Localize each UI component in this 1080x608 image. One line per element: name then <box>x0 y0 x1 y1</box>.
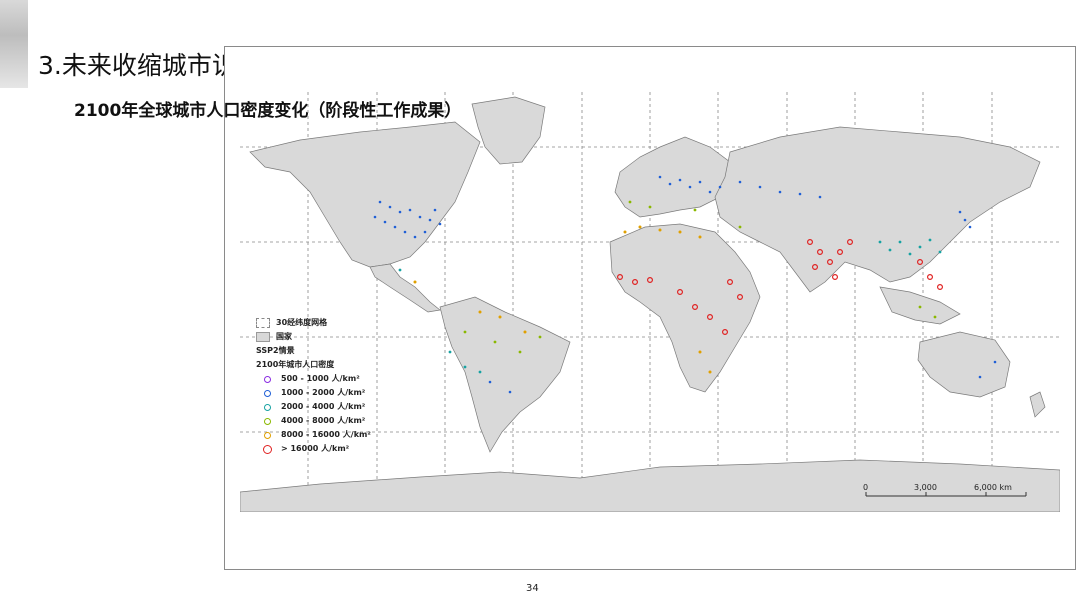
density-points-teal <box>398 238 942 374</box>
australia <box>917 331 1011 398</box>
density-points-orange <box>413 225 712 374</box>
legend-class-label-2: 1000 - 2000 人/km² <box>281 388 366 397</box>
legend-class-label-3: 2000 - 4000 人/km² <box>281 402 366 411</box>
antarctica <box>240 459 1060 512</box>
legend-circle-4 <box>264 417 271 425</box>
legend-row-country: 国家 <box>256 330 371 344</box>
legend-scenario-label: SSP2情景 <box>256 346 295 355</box>
scale-tick-0: 0 <box>863 483 868 492</box>
grid-swatch <box>256 318 270 328</box>
scale-tick-2: 6,000 km <box>974 483 1012 492</box>
legend-density-title: 2100年城市人口密度 <box>256 360 335 369</box>
legend-circle-1 <box>264 375 271 383</box>
south-america <box>439 296 571 453</box>
southeast-asia <box>879 286 961 325</box>
legend-class-label-4: 4000 - 8000 人/km² <box>281 416 366 425</box>
legend-circle-6 <box>263 444 272 454</box>
density-points-green <box>463 200 937 354</box>
legend-circle-2 <box>264 389 271 397</box>
legend-class-5: 8000 - 16000 人/km² <box>256 428 371 442</box>
legend-class-2: 1000 - 2000 人/km² <box>256 386 371 400</box>
legend-class-4: 4000 - 8000 人/km² <box>256 414 371 428</box>
legend-class-6: > 16000 人/km² <box>256 442 371 456</box>
legend-class-label-5: 8000 - 16000 人/km² <box>281 430 371 439</box>
legend-class-label-1: 500 - 1000 人/km² <box>281 374 360 383</box>
legend-grid-label: 30经纬度网格 <box>276 318 328 327</box>
north-america <box>249 121 481 268</box>
new-zealand <box>1029 391 1046 418</box>
legend-row-grid: 30经纬度网格 <box>256 316 371 330</box>
scale-bar-graphic: 0 3,000 6,000 km <box>863 483 1027 497</box>
density-points-red <box>617 239 943 336</box>
legend-country-label: 国家 <box>276 332 292 341</box>
legend-class-3: 2000 - 4000 人/km² <box>256 400 371 414</box>
corner-decoration <box>0 0 28 88</box>
density-points-blue <box>373 175 997 394</box>
country-swatch <box>256 332 270 342</box>
scale-tick-1: 3,000 <box>914 483 937 492</box>
legend-circle-5 <box>264 431 271 439</box>
greenland <box>471 96 546 165</box>
legend-circle-3 <box>264 403 271 411</box>
page-number: 34 <box>526 583 539 594</box>
central-america <box>369 263 441 313</box>
legend-class-label-6: > 16000 人/km² <box>281 444 350 453</box>
africa <box>609 223 761 393</box>
map-legend: 30经纬度网格 国家 SSP2情景 2100年城市人口密度 500 - 1000… <box>256 316 371 456</box>
world-map <box>240 92 1060 512</box>
scale-bar: 0 3,000 6,000 km <box>862 482 1032 511</box>
land-masses <box>240 96 1060 512</box>
legend-class-1: 500 - 1000 人/km² <box>256 372 371 386</box>
map-subtitle: 2100年全球城市人口密度变化（阶段性工作成果） <box>74 101 462 121</box>
asia <box>714 126 1041 293</box>
